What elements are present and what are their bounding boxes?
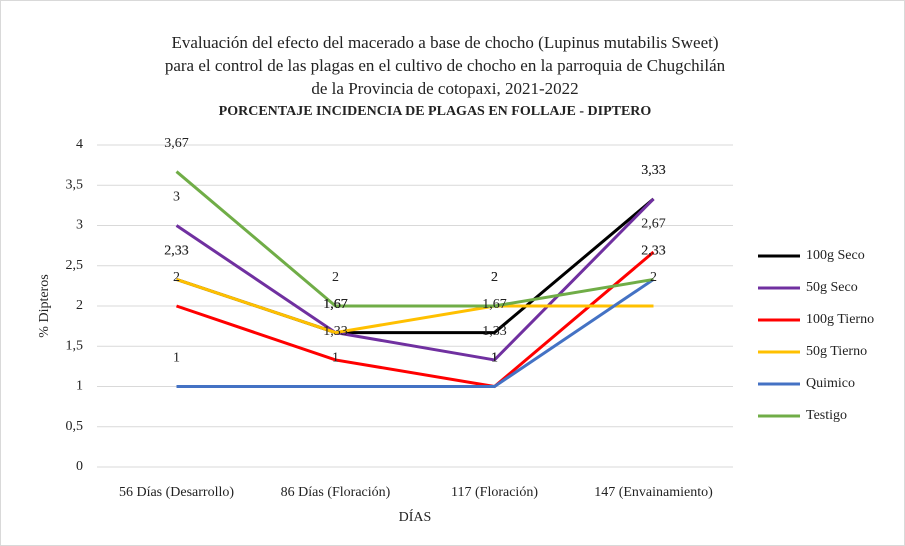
data-label: 2,33 xyxy=(641,244,666,259)
data-label: 3,33 xyxy=(641,163,666,178)
data-label: 2,67 xyxy=(641,216,666,231)
series-line xyxy=(175,170,654,308)
data-label: 2 xyxy=(650,270,657,285)
data-label: 2 xyxy=(491,270,498,285)
chart-title: Evaluación del efecto del macerado a bas… xyxy=(171,33,718,52)
x-tick-label: 147 (Envainamiento) xyxy=(594,485,713,500)
data-label: 2,33 xyxy=(164,244,189,259)
y-tick-label: 3,5 xyxy=(66,177,84,192)
legend-label: Quimico xyxy=(806,376,855,391)
y-tick-label: 0,5 xyxy=(66,419,84,434)
x-tick-label: 86 Días (Floración) xyxy=(281,485,391,500)
data-label: 3,67 xyxy=(164,136,189,151)
data-label: 2 xyxy=(491,270,498,285)
data-label: 2 xyxy=(332,270,339,285)
legend-label: 50g Seco xyxy=(806,280,858,295)
legend-label: 50g Tierno xyxy=(806,344,867,359)
y-tick-label: 2,5 xyxy=(66,258,84,273)
y-tick-label: 2 xyxy=(76,298,83,313)
chart-title: de la Provincia de cotopaxi, 2021-2022 xyxy=(311,79,578,98)
data-label: 1,67 xyxy=(323,297,348,312)
x-tick-label: 117 (Floración) xyxy=(451,485,538,500)
y-axis-label: % Dipteros xyxy=(37,274,52,337)
y-tick-label: 3 xyxy=(76,218,83,233)
data-label: 2 xyxy=(173,270,180,285)
series-line xyxy=(175,197,655,362)
data-label: 3 xyxy=(173,190,180,205)
data-label: 3,33 xyxy=(641,163,666,178)
data-label: 1,67 xyxy=(323,297,348,312)
data-label: 1 xyxy=(491,351,498,366)
data-label: 1,67 xyxy=(323,297,348,312)
y-tick-label: 4 xyxy=(76,137,83,152)
y-tick-label: 1 xyxy=(76,379,83,394)
series-line xyxy=(176,278,655,388)
legend-label: 100g Tierno xyxy=(806,312,874,327)
data-label: 1,33 xyxy=(323,324,348,339)
y-tick-label: 0 xyxy=(76,459,83,474)
data-label: 1 xyxy=(173,351,180,366)
data-label: 2,33 xyxy=(164,244,189,259)
x-axis-label: DÍAS xyxy=(399,508,432,525)
legend-label: 100g Seco xyxy=(806,248,865,263)
series-line xyxy=(176,278,654,335)
chart-title: para el control de las plagas en el cult… xyxy=(165,56,726,75)
data-label: 2,33 xyxy=(641,244,666,259)
data-label: 1 xyxy=(491,351,498,366)
data-label: 1,67 xyxy=(482,297,507,312)
chart-subtitle: PORCENTAJE INCIDENCIA DE PLAGAS EN FOLLA… xyxy=(219,104,652,119)
x-tick-label: 56 Días (Desarrollo) xyxy=(119,485,234,500)
legend-label: Testigo xyxy=(806,408,847,423)
data-label: 1,33 xyxy=(482,324,507,339)
y-tick-label: 1,5 xyxy=(66,338,84,353)
series-line xyxy=(176,250,655,389)
data-label: 1 xyxy=(332,351,339,366)
